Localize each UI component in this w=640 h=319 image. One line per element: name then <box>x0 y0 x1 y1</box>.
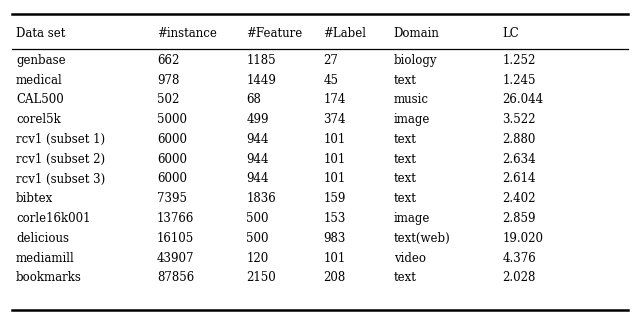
Text: 2.634: 2.634 <box>502 153 536 166</box>
Text: CAL500: CAL500 <box>16 93 64 106</box>
Text: text: text <box>394 271 417 284</box>
Text: medical: medical <box>16 74 63 86</box>
Text: 978: 978 <box>157 74 179 86</box>
Text: 26.044: 26.044 <box>502 93 543 106</box>
Text: 45: 45 <box>323 74 338 86</box>
Text: 68: 68 <box>246 93 261 106</box>
Text: video: video <box>394 252 426 264</box>
Text: #Label: #Label <box>323 27 366 40</box>
Text: mediamill: mediamill <box>16 252 75 264</box>
Text: 6000: 6000 <box>157 173 187 185</box>
Text: 1449: 1449 <box>246 74 276 86</box>
Text: Domain: Domain <box>394 27 440 40</box>
Text: text(web): text(web) <box>394 232 451 245</box>
Text: 153: 153 <box>323 212 346 225</box>
Text: delicious: delicious <box>16 232 69 245</box>
Text: 1836: 1836 <box>246 192 276 205</box>
Text: 944: 944 <box>246 153 269 166</box>
Text: 208: 208 <box>323 271 346 284</box>
Text: 7395: 7395 <box>157 192 187 205</box>
Text: 19.020: 19.020 <box>502 232 543 245</box>
Text: rcv1 (subset 3): rcv1 (subset 3) <box>16 173 105 185</box>
Text: 87856: 87856 <box>157 271 194 284</box>
Text: LC: LC <box>502 27 519 40</box>
Text: 944: 944 <box>246 133 269 146</box>
Text: 3.522: 3.522 <box>502 113 536 126</box>
Text: 502: 502 <box>157 93 179 106</box>
Text: 499: 499 <box>246 113 269 126</box>
Text: 101: 101 <box>323 153 346 166</box>
Text: 1.252: 1.252 <box>502 54 536 67</box>
Text: 5000: 5000 <box>157 113 187 126</box>
Text: biology: biology <box>394 54 437 67</box>
Text: 983: 983 <box>323 232 346 245</box>
Text: 500: 500 <box>246 232 269 245</box>
Text: text: text <box>394 173 417 185</box>
Text: 13766: 13766 <box>157 212 194 225</box>
Text: 1185: 1185 <box>246 54 276 67</box>
Text: 4.376: 4.376 <box>502 252 536 264</box>
Text: text: text <box>394 133 417 146</box>
Text: corle16k001: corle16k001 <box>16 212 90 225</box>
Text: 159: 159 <box>323 192 346 205</box>
Text: 662: 662 <box>157 54 179 67</box>
Text: 500: 500 <box>246 212 269 225</box>
Text: 16105: 16105 <box>157 232 194 245</box>
Text: #instance: #instance <box>157 27 217 40</box>
Text: 6000: 6000 <box>157 153 187 166</box>
Text: Data set: Data set <box>16 27 65 40</box>
Text: 2.859: 2.859 <box>502 212 536 225</box>
Text: 944: 944 <box>246 173 269 185</box>
Text: bibtex: bibtex <box>16 192 53 205</box>
Text: text: text <box>394 192 417 205</box>
Text: 2.402: 2.402 <box>502 192 536 205</box>
Text: text: text <box>394 153 417 166</box>
Text: 374: 374 <box>323 113 346 126</box>
Text: 101: 101 <box>323 252 346 264</box>
Text: music: music <box>394 93 429 106</box>
Text: 101: 101 <box>323 133 346 146</box>
Text: 2150: 2150 <box>246 271 276 284</box>
Text: corel5k: corel5k <box>16 113 61 126</box>
Text: 2.880: 2.880 <box>502 133 536 146</box>
Text: 2.028: 2.028 <box>502 271 536 284</box>
Text: genbase: genbase <box>16 54 66 67</box>
Text: bookmarks: bookmarks <box>16 271 82 284</box>
Text: 2.614: 2.614 <box>502 173 536 185</box>
Text: 1.245: 1.245 <box>502 74 536 86</box>
Text: rcv1 (subset 2): rcv1 (subset 2) <box>16 153 105 166</box>
Text: 6000: 6000 <box>157 133 187 146</box>
Text: rcv1 (subset 1): rcv1 (subset 1) <box>16 133 105 146</box>
Text: 101: 101 <box>323 173 346 185</box>
Text: 174: 174 <box>323 93 346 106</box>
Text: image: image <box>394 113 430 126</box>
Text: 120: 120 <box>246 252 269 264</box>
Text: text: text <box>394 74 417 86</box>
Text: #Feature: #Feature <box>246 27 303 40</box>
Text: image: image <box>394 212 430 225</box>
Text: 27: 27 <box>323 54 338 67</box>
Text: 43907: 43907 <box>157 252 195 264</box>
